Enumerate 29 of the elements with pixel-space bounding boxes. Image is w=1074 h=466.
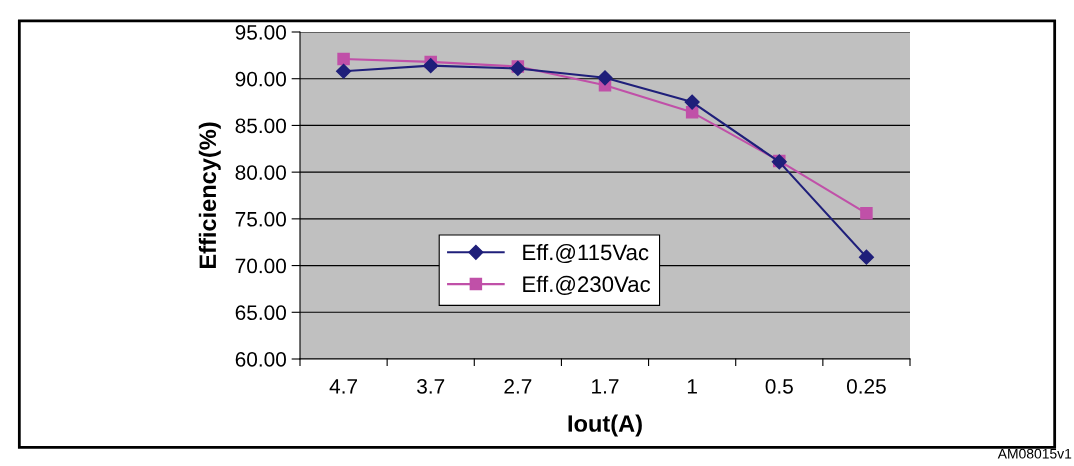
y-axis-title: Efficiency(%)	[198, 122, 221, 269]
legend-label: Eff.@115Vac	[523, 243, 649, 264]
x-tick-label: 4.7	[329, 379, 358, 394]
y-tick-label: 60.00	[235, 352, 286, 367]
x-tick-label: 3.7	[417, 378, 445, 394]
y-tick-label: 80.00	[235, 165, 286, 180]
x-axis-title: Iout(A)	[568, 414, 642, 437]
legend-label: Eff.@230Vac	[523, 275, 651, 295]
point	[860, 207, 873, 220]
point	[858, 249, 874, 265]
x-tick-label: 1	[687, 379, 697, 394]
x-tick-label: 2.7	[504, 378, 532, 394]
x-tick-label: 0.5	[765, 378, 793, 394]
y-tick-label: 65.00	[235, 305, 286, 321]
point	[510, 60, 526, 77]
y-tick-label: 70.00	[235, 258, 286, 274]
y-tick-label: 85.00	[235, 118, 286, 134]
y-tick-label: 90.00	[235, 71, 286, 87]
point	[337, 52, 350, 66]
y-tick-label: 75.00	[235, 211, 286, 227]
point	[685, 106, 699, 119]
y-tick-label: 95.00	[235, 25, 286, 40]
x-tick-label: 1.7	[592, 379, 619, 394]
point	[684, 94, 700, 110]
x-tick-label: 0.25	[846, 378, 886, 394]
point	[597, 70, 613, 86]
point	[336, 63, 352, 79]
text: AM08015v1	[997, 448, 1072, 459]
point	[423, 58, 439, 74]
